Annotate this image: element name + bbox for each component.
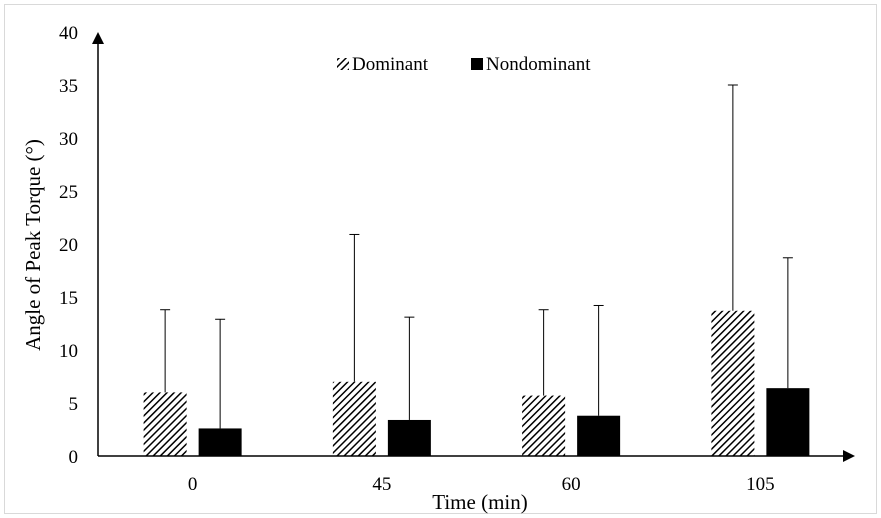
y-tick-label: 20 (59, 235, 78, 256)
x-tick-label: 45 (372, 474, 391, 495)
bar-dominant-60 (522, 395, 566, 456)
x-tick-label: 60 (562, 474, 581, 495)
y-tick-label: 40 (59, 23, 78, 44)
x-axis-label: Time (min) (432, 490, 527, 514)
y-tick-label: 10 (59, 341, 78, 362)
legend-label-dominant: Dominant (352, 54, 429, 75)
y-tick-label: 30 (59, 129, 78, 150)
y-tick-label: 15 (59, 288, 78, 309)
x-tick-label: 0 (188, 474, 198, 495)
bar-nondominant-0 (198, 428, 242, 456)
legend: Dominant Nondominant (337, 54, 591, 75)
legend-label-nondominant: Nondominant (486, 54, 591, 75)
bar-nondominant-45 (387, 419, 431, 456)
bar-dominant-0 (143, 392, 187, 456)
bar-dominant-105 (711, 310, 755, 456)
y-tick-label: 5 (69, 394, 79, 415)
y-tick-label: 25 (59, 182, 78, 203)
legend-swatch-nondominant (471, 58, 483, 70)
y-axis-arrow (92, 32, 104, 44)
bar-nondominant-60 (577, 415, 621, 456)
y-axis-label: Angle of Peak Torque (°) (21, 139, 45, 351)
y-tick-label: 0 (69, 447, 79, 468)
bar-dominant-45 (332, 381, 376, 456)
y-tick-label: 35 (59, 76, 78, 97)
legend-swatch-dominant (337, 58, 349, 70)
x-tick-label: 105 (746, 474, 775, 495)
x-axis-arrow (843, 450, 855, 462)
bar-nondominant-105 (766, 388, 810, 456)
